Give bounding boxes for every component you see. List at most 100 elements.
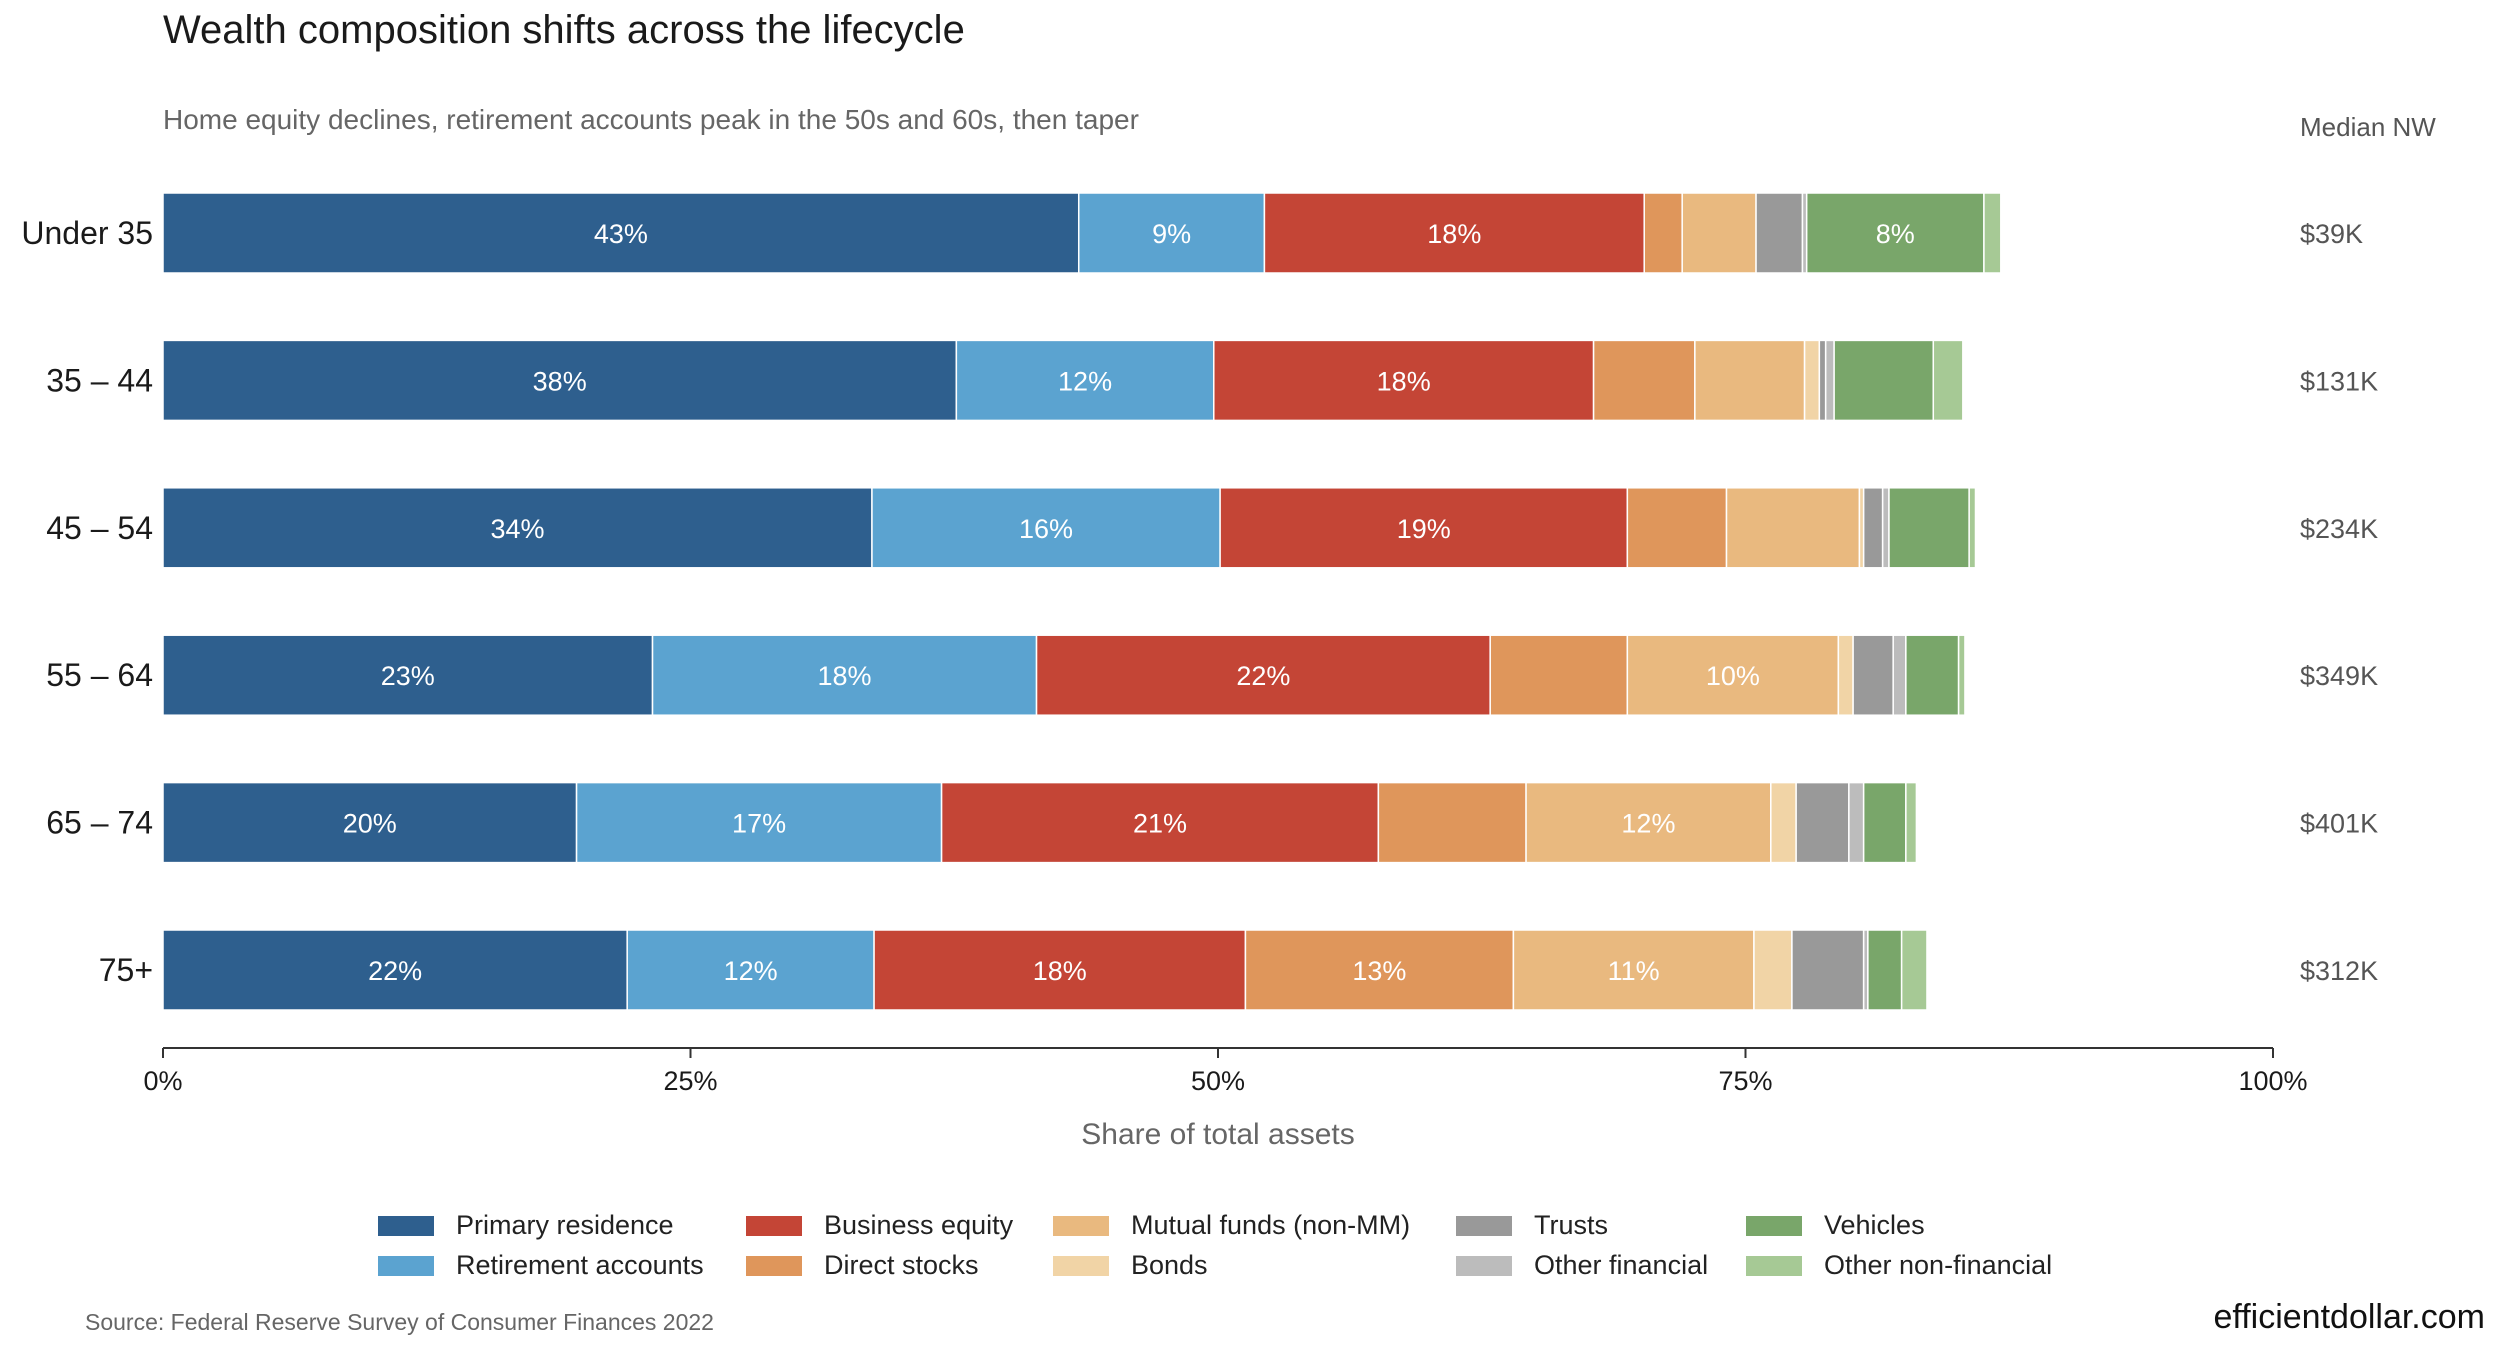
bar-segment-other-non-financial [1905, 781, 1918, 864]
data-label: 11% [1608, 956, 1660, 986]
median-nw-value: $401K [2300, 809, 2378, 839]
chart-title: Wealth composition shifts across the lif… [163, 8, 965, 52]
bar-segment-direct-stocks [1489, 634, 1629, 716]
bar-segment-trusts [1818, 339, 1827, 422]
bar-segment-vehicles [1867, 929, 1903, 1011]
brand-label: efficientdollar.com [2213, 1298, 2485, 1336]
bar-segment-primary-residence [162, 929, 628, 1011]
legend-label: Other financial [1534, 1250, 1709, 1280]
data-label: 21% [1133, 809, 1187, 839]
bar-segment-business-equity [1213, 339, 1595, 422]
data-label: 12% [1058, 366, 1112, 396]
bar-row-35-44: 35 – 44 38% 12% 18% $131K [46, 339, 2378, 422]
legend-item-other-financial: Other financial [1456, 1250, 1708, 1281]
bar-row-55-64: 55 – 64 23% 18% 22% 10% $349K [46, 634, 2378, 716]
legend-swatch [378, 1255, 434, 1276]
data-label: 18% [1377, 366, 1431, 396]
legend-item-retirement-accounts: Retirement accounts [378, 1250, 704, 1281]
data-label: 22% [368, 956, 422, 986]
legend-swatch [1053, 1215, 1109, 1236]
legend-item-trusts: Trusts [1456, 1210, 1608, 1241]
bar-segment-primary-residence [162, 634, 654, 716]
chart-subtitle: Home equity declines, retirement account… [163, 104, 1139, 135]
legend-label: Retirement accounts [456, 1250, 704, 1280]
bars-layer: Under 35 43% 9% 18% 8% $39K 35 – 44 38% 12% 18% $1… [21, 192, 2378, 1011]
bar-segment-bonds [1837, 634, 1854, 716]
bar-segment-mutual-funds-non-mm [1725, 487, 1861, 569]
data-label: 9% [1152, 219, 1191, 249]
category-label: 35 – 44 [46, 362, 153, 398]
bar-segment-direct-stocks [1244, 929, 1515, 1011]
bar-segment-vehicles [1805, 192, 1985, 274]
bar-segment-trusts [1755, 192, 1804, 274]
bar-segment-primary-residence [162, 339, 958, 422]
bar-segment-other-non-financial [1983, 192, 2002, 274]
median-nw-value: $234K [2300, 514, 2378, 544]
bar-segment-business-equity [1263, 192, 1645, 274]
legend-item-business-equity: Business equity [746, 1210, 1013, 1241]
data-label: 17% [732, 809, 786, 839]
x-tick-label: 25% [663, 1066, 717, 1096]
bar-segment-mutual-funds-non-mm [1525, 781, 1772, 864]
data-label: 23% [381, 661, 435, 691]
bar-segment-trusts [1791, 929, 1865, 1011]
legend-item-primary-residence: Primary residence [378, 1210, 674, 1241]
legend-label: Trusts [1534, 1210, 1608, 1240]
legend-item-other-non-financial: Other non-financial [1746, 1250, 2052, 1281]
bar-segment-other-financial [1848, 781, 1865, 864]
legend-item-vehicles: Vehicles [1746, 1210, 1925, 1241]
data-label: 18% [1033, 956, 1087, 986]
bar-segment-business-equity [1219, 487, 1629, 569]
bar-segment-direct-stocks [1626, 487, 1728, 569]
bar-segment-direct-stocks [1592, 339, 1696, 422]
data-label: 10% [1706, 661, 1760, 691]
data-label: 34% [490, 514, 544, 544]
data-label: 22% [1236, 661, 1290, 691]
data-label: 20% [343, 809, 397, 839]
bar-segment-mutual-funds-non-mm [1681, 192, 1757, 274]
bar-segment-business-equity [873, 929, 1247, 1011]
legend-label: Vehicles [1824, 1210, 1925, 1240]
data-label: 8% [1876, 219, 1915, 249]
bar-segment-mutual-funds-non-mm [1512, 929, 1755, 1011]
data-label: 13% [1352, 956, 1406, 986]
bar-segment-retirement-accounts [575, 781, 943, 864]
legend-item-direct-stocks: Direct stocks [746, 1250, 979, 1281]
legend-label: Direct stocks [824, 1250, 979, 1280]
data-label: 43% [594, 219, 648, 249]
legend-item-bonds: Bonds [1053, 1250, 1208, 1281]
bar-segment-other-non-financial [1932, 339, 1964, 422]
data-label: 12% [1621, 809, 1675, 839]
bar-row-45-54: 45 – 54 34% 16% 19% $234K [46, 487, 2378, 569]
bar-segment-retirement-accounts [871, 487, 1221, 569]
x-axis-title: Share of total assets [1081, 1118, 1355, 1151]
bar-segment-vehicles [1862, 781, 1907, 864]
data-label: 16% [1019, 514, 1073, 544]
bar-segment-other-financial [1881, 487, 1890, 569]
stacked-bar-chart: Under 35 43% 9% 18% 8% $39K 35 – 44 38% 12% 18% $1… [21, 192, 2378, 1151]
data-label: 12% [724, 956, 778, 986]
bar-segment-direct-stocks [1643, 192, 1683, 274]
bar-segment-vehicles [1833, 339, 1935, 422]
bar-segment-mutual-funds-non-mm [1694, 339, 1806, 422]
x-tick-label: 50% [1191, 1066, 1245, 1096]
category-label: 75+ [99, 952, 153, 988]
bar-row-65-74: 65 – 74 20% 17% 21% 12% $401K [46, 781, 2378, 864]
data-label: 18% [818, 661, 872, 691]
bar-row-75: 75+ 22% 12% 18% 13% 11% $312K [99, 929, 2378, 1011]
legend-label: Mutual funds (non-MM) [1131, 1210, 1411, 1240]
data-label: 19% [1397, 514, 1451, 544]
source-note: Source: Federal Reserve Survey of Consum… [85, 1309, 714, 1335]
legend-label: Primary residence [456, 1210, 674, 1240]
bar-segment-mutual-funds-non-mm [1626, 634, 1840, 716]
legend-label: Business equity [824, 1210, 1014, 1240]
category-label: 45 – 54 [46, 510, 153, 546]
legend-swatch [1053, 1255, 1109, 1276]
bar-segment-bonds [1753, 929, 1793, 1011]
legend-label: Other non-financial [1824, 1250, 2053, 1280]
bar-segment-direct-stocks [1377, 781, 1527, 864]
legend-item-mutual-funds-non-mm: Mutual funds (non-MM) [1053, 1210, 1410, 1241]
legend-swatch [1456, 1215, 1512, 1236]
legend-swatch [746, 1215, 802, 1236]
bar-segment-other-non-financial [1957, 634, 1966, 716]
